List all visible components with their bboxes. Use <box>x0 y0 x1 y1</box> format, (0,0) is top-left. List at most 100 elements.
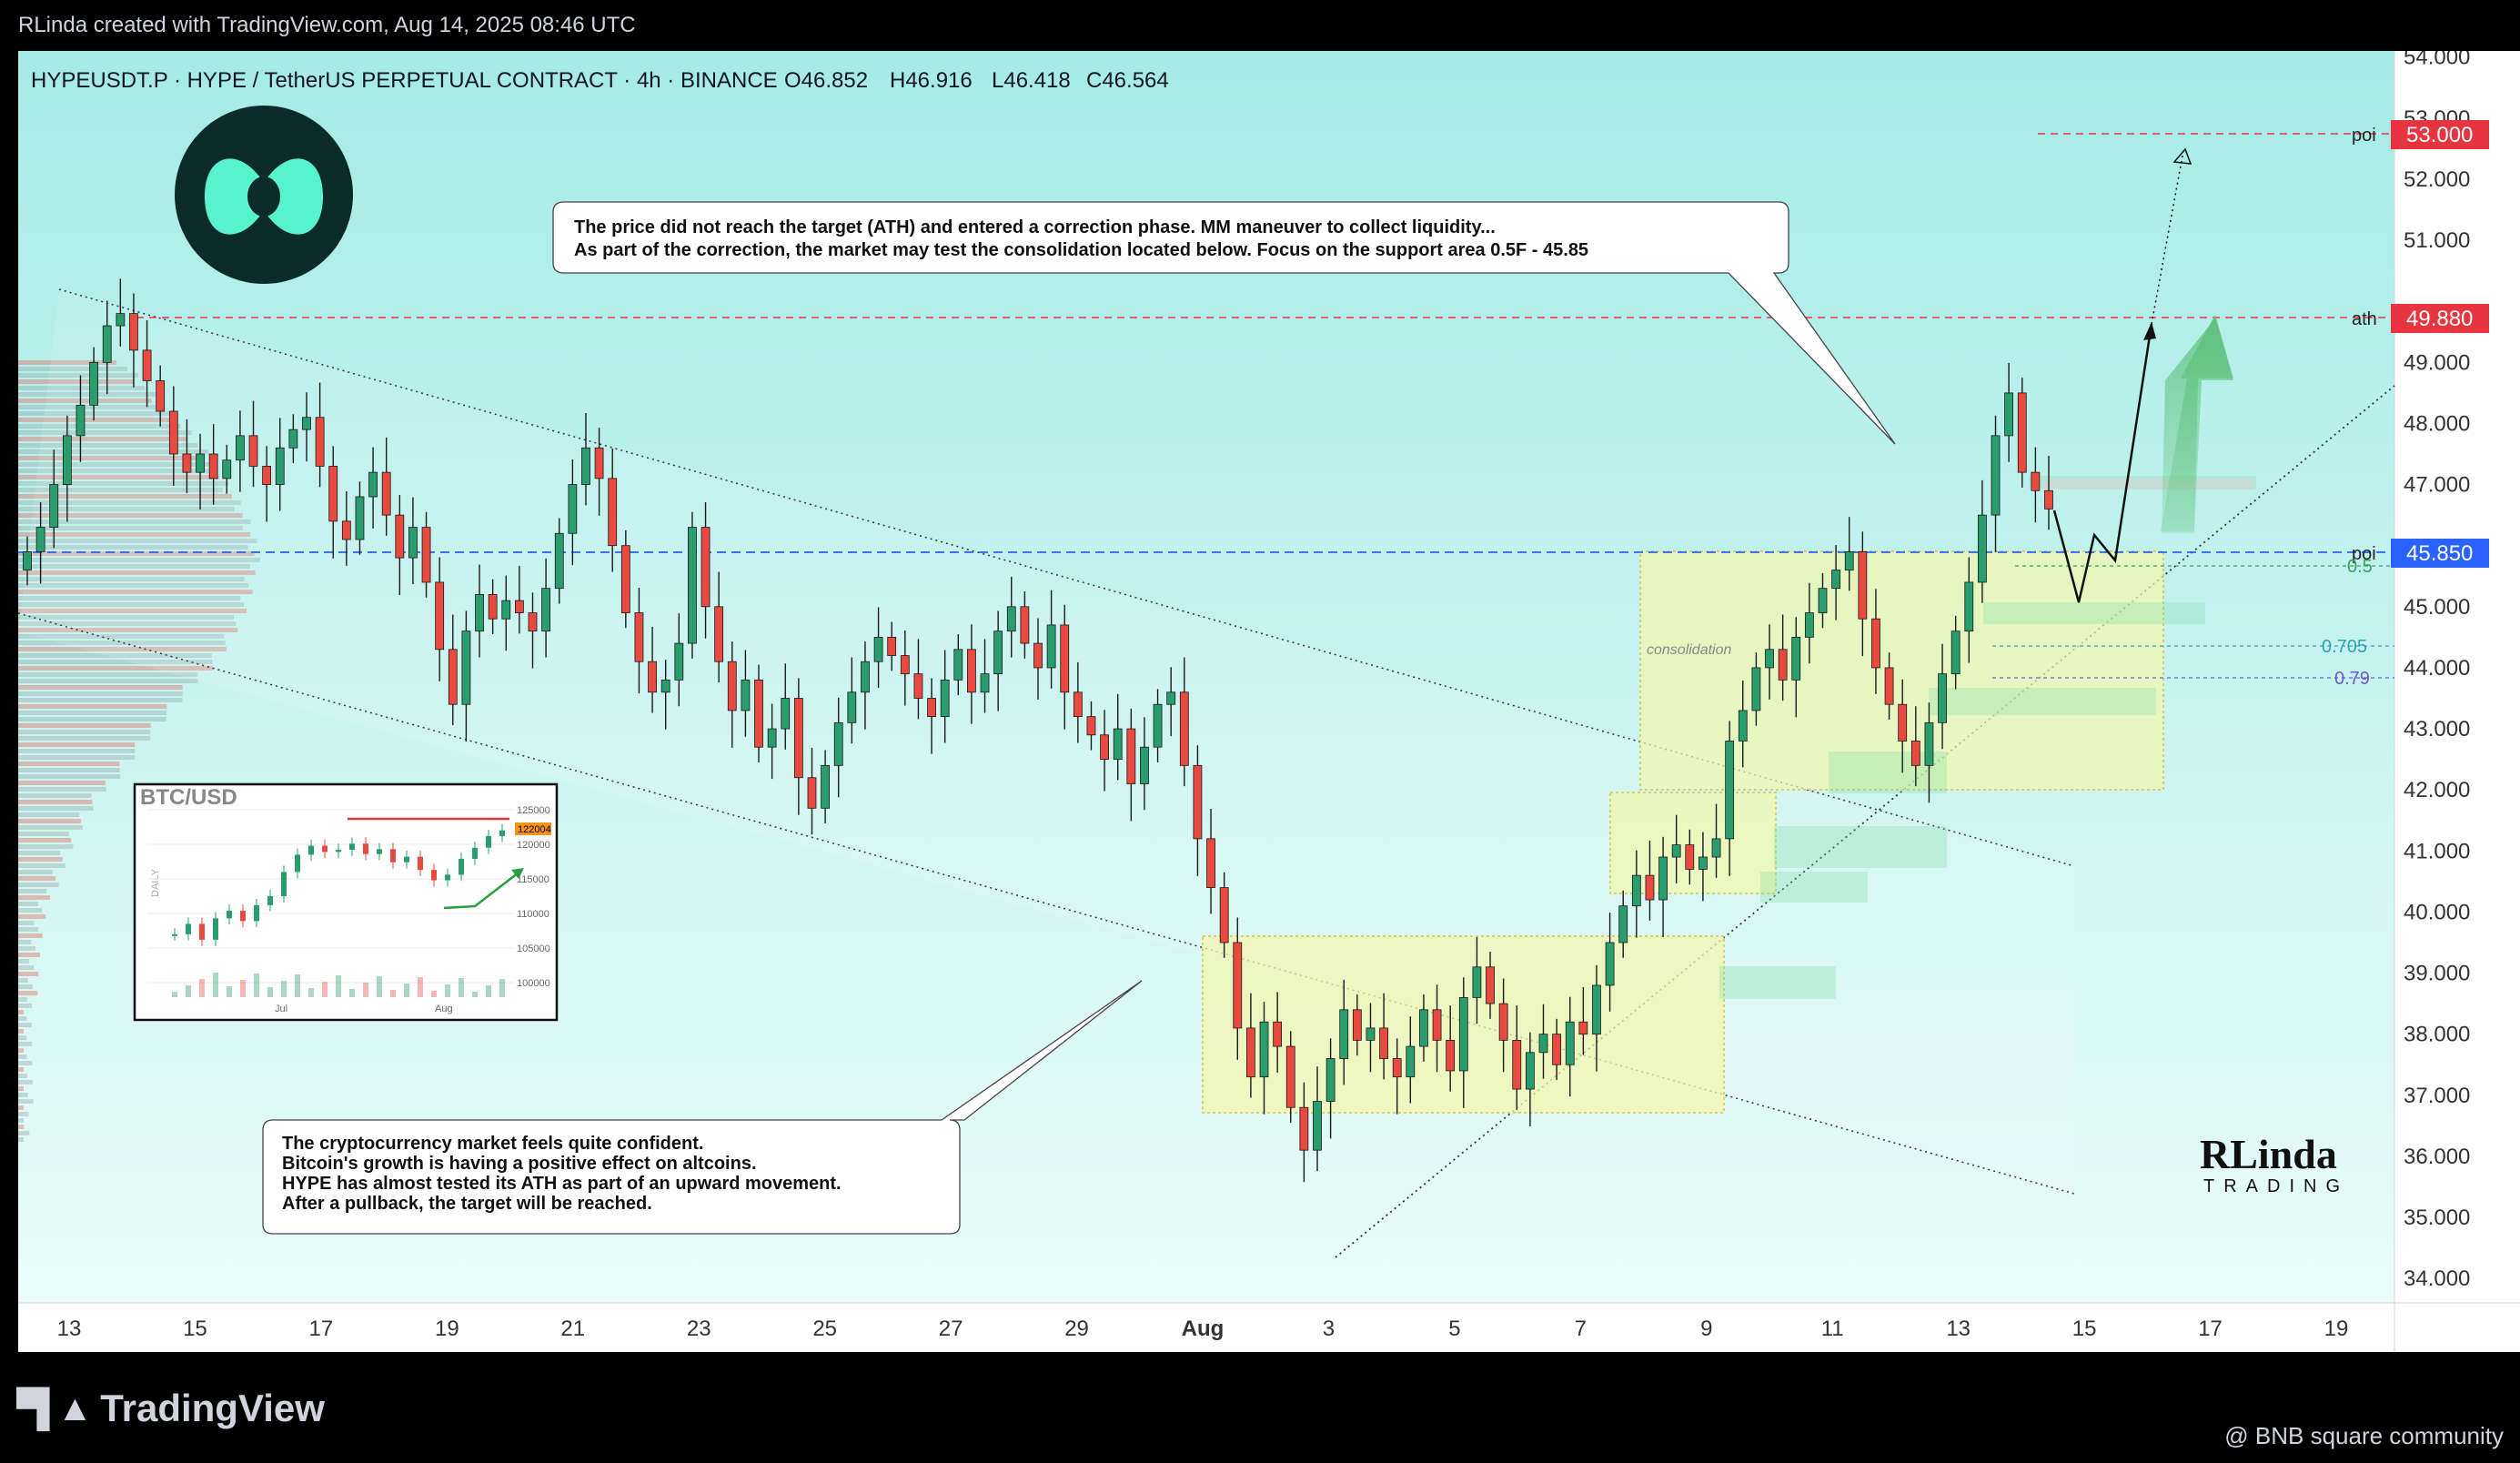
price-axis[interactable]: 54.000 53.000 52.000 51.000 49.000 48.000 47.0… <box>2404 51 2470 1291</box>
candle-body <box>1366 1027 1376 1041</box>
volume-profile-bar <box>18 558 260 562</box>
time-tick: 19 <box>2324 1317 2349 1341</box>
candle-body <box>1778 649 1788 681</box>
candle-body <box>341 520 351 540</box>
ohlc-high: H46.916 <box>890 68 973 93</box>
price-chart[interactable]: consolidation poi ath poi 0.5 0.705 0.79… <box>0 51 2520 1352</box>
volume-profile-bar <box>18 914 46 919</box>
time-axis[interactable]: 13 15 17 19 21 23 25 27 29 Aug 3 5 7 9 11 13 15 17 19 <box>57 1317 2349 1341</box>
volume-profile-bar <box>18 456 204 460</box>
volume-profile-bar <box>18 628 238 632</box>
volume-profile-bar <box>18 857 63 862</box>
inset-candle-body <box>404 856 409 863</box>
candle-body <box>448 649 458 705</box>
volume-profile-bar <box>18 1061 33 1065</box>
volume-profile-bar <box>18 634 225 639</box>
candle-body <box>102 325 112 363</box>
candle-body <box>1166 691 1176 705</box>
volume-profile-bar <box>18 933 43 938</box>
candle-body <box>514 600 524 613</box>
inset-tick-100000: 100000 <box>517 978 550 989</box>
volume-profile-bar <box>18 1048 24 1053</box>
volume-profile-bar <box>18 507 235 511</box>
inset-candle-body <box>418 856 423 871</box>
candle-body <box>1086 716 1096 736</box>
candle-body <box>1525 1052 1535 1090</box>
volume-profile-bar <box>18 596 241 600</box>
candle-body <box>674 642 684 681</box>
time-tick: 13 <box>57 1317 82 1341</box>
candle-body <box>1804 612 1814 638</box>
candle-body <box>1339 1009 1349 1059</box>
inset-candle-body <box>499 830 505 836</box>
time-tick: 9 <box>1700 1317 1712 1341</box>
volume-profile-bar <box>18 1067 24 1072</box>
liquidity-zones <box>1719 476 2256 999</box>
tradingview-logo[interactable]: ▀▌▲ TradingView <box>16 1387 325 1430</box>
candle-body <box>1233 942 1243 1029</box>
inset-volume-bar <box>213 973 218 997</box>
candle-body <box>1113 728 1123 761</box>
volume-profile-bar <box>18 386 146 390</box>
tradingview-logo-icon: ▀▌▲ <box>16 1387 93 1428</box>
time-tick: Aug <box>1182 1317 1225 1341</box>
volume-profile-bar <box>18 870 53 874</box>
inset-volume-bar <box>240 980 246 997</box>
candle-body <box>861 661 870 693</box>
volume-profile-bar <box>18 800 93 804</box>
candle-body <box>235 435 245 461</box>
candle-body <box>1791 636 1801 681</box>
price-tick: 45.000 <box>2404 595 2470 620</box>
candle-body <box>1046 624 1056 669</box>
volume-profile-bar <box>18 679 198 683</box>
volume-profile-bar <box>18 997 27 1002</box>
candle-body <box>1419 1009 1428 1047</box>
price-tick: 43.000 <box>2404 717 2470 742</box>
candle-body <box>807 777 817 809</box>
ohlc-close: C46.564 <box>1086 68 1169 93</box>
candle-body <box>1592 984 1601 1035</box>
candle-body <box>328 466 338 522</box>
volume-profile-bar <box>18 373 138 378</box>
inset-volume-bar <box>281 981 287 997</box>
volume-profile-bar <box>18 984 33 989</box>
brand-top: RLinda <box>2200 1131 2337 1177</box>
volume-profile-bar <box>18 488 223 492</box>
inset-volume-bar <box>445 984 450 997</box>
volume-profile-bar <box>18 940 32 944</box>
candle-body <box>49 484 59 528</box>
volume-profile-bar <box>18 927 39 932</box>
volume-profile-bar <box>18 513 243 518</box>
candle-body <box>1060 624 1070 693</box>
volume-profile-bar <box>18 615 234 620</box>
candle-body <box>1179 691 1189 766</box>
volume-profile-bar <box>18 838 72 842</box>
volume-profile-bar <box>18 360 117 365</box>
volume-profile-bar <box>18 367 128 371</box>
volume-profile-bar <box>18 399 152 403</box>
volume-profile-bar <box>18 443 198 448</box>
volume-profile-bar <box>18 520 251 524</box>
inset-month-jul: Jul <box>275 1004 287 1014</box>
candle-body <box>262 466 272 485</box>
candle-body <box>461 631 471 705</box>
volume-profile-bar <box>18 564 250 569</box>
volume-profile-bar <box>18 551 255 556</box>
volume-profile-bar <box>18 379 135 384</box>
time-tick: 11 <box>1821 1317 1844 1341</box>
bullish-target-arrow-head <box>2162 318 2233 533</box>
volume-profile-bar <box>18 959 30 964</box>
projection-path <box>2052 323 2153 603</box>
volume-profile-bar <box>18 653 212 658</box>
candle-body <box>1245 1027 1255 1078</box>
inset-candle-body <box>213 918 218 940</box>
volume-profile-bar <box>18 660 213 664</box>
volume-profile-bar <box>18 742 136 747</box>
candle-body <box>1406 1045 1416 1078</box>
candle-body <box>1831 570 1841 590</box>
volume-profile-bar <box>18 978 28 983</box>
inset-tick-105000: 105000 <box>517 943 550 954</box>
volume-profile-bar <box>18 532 250 537</box>
candle-body <box>1858 551 1868 620</box>
candle-body <box>1685 844 1695 870</box>
